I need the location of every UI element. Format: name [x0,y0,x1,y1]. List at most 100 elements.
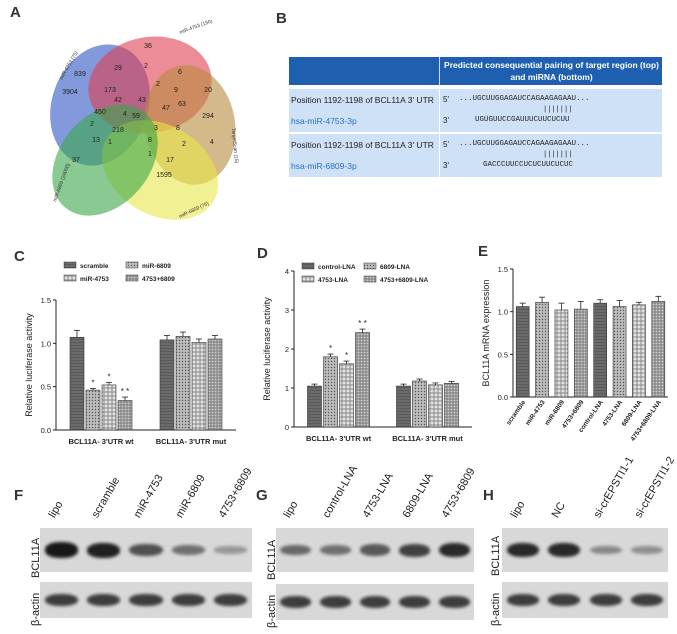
table-row: Position 1192-1198 of BCL11A 3' UTR hsa-… [289,89,662,132]
blot-panel-g: BCL11A β-actin lipo control-LNA 4753-LNA 68… [262,464,478,630]
legend-swatch [301,262,315,270]
venn-num: 2 [144,63,148,70]
bar [207,338,223,431]
bar [651,301,666,398]
protein-band [129,544,163,556]
legend-swatch [301,275,315,283]
lane-label: miR-6809 [173,472,209,520]
significance-mark: * [91,378,94,387]
y-tick-label: 1 [285,384,289,393]
bar [632,304,646,398]
protein-band [631,546,664,554]
actin-band [548,594,581,606]
bar [412,380,427,428]
bar [323,356,338,428]
target-sequence: ...UGCUUGGAGAUCCAGAAGAGAAU... [459,95,590,103]
venn-num: 17 [166,157,174,164]
actin-band [438,596,470,608]
venn-num: 3904 [62,89,78,96]
position-text: Position 1192-1198 of BCL11A 3' UTR [291,140,434,150]
venn-num: 294 [202,113,214,120]
panel-letter-c: C [14,248,25,265]
bar [69,336,85,431]
lane-label: lipo [46,499,66,520]
panel-letter-e: E [478,243,489,260]
protein-band [399,543,431,557]
venn-num: 4 [210,139,214,146]
blot-panel-f: BCL11A β-actin lipo scramble miR-4753 miR-6… [26,466,258,630]
venn-num: 4 [123,111,127,118]
venn-num: 1 [108,139,112,146]
blot-target-label: BCL11A [490,535,502,576]
venn-num: 13 [92,137,100,144]
prime-5: 5' [443,140,449,149]
pairing-bars: ||||||| [543,106,573,114]
y-tick-label: 3 [285,306,289,315]
y-tick-label: 1.5 [498,265,508,274]
legend-swatch [63,261,77,269]
significance-mark: * * [358,319,366,328]
group-label: BCL11A- 3'UTR mut [156,437,227,446]
bar [101,384,117,431]
protein-band [44,542,78,558]
legend-label: miR-6809 [142,263,171,270]
legend-label: miR-4753 [80,276,109,283]
bar [515,306,530,398]
bar [175,336,191,431]
bar [554,309,569,398]
bar [593,302,607,398]
legend-label: 6809-LNA [380,264,410,271]
venn-num: 173 [104,87,116,94]
venn-set-label-3: TargetScan (15) [230,128,239,164]
chart-d: control-LNA 6809-LNA 4753-LNA 4753+6809-LNA… [262,262,472,443]
mirna-name: hsa-miR-6809-3p [291,161,357,171]
mirna-name: hsa-miR-4753-3p [291,116,357,126]
y-tick-label: 0.0 [498,393,508,402]
lane-label: 4753+6809 [439,466,478,520]
y-tick-label: 0.5 [41,383,51,392]
venn-num: 8 [148,137,152,144]
bar [191,342,207,431]
venn-num: 839 [74,71,86,78]
venn-set-label-2: miR-4753 (150) [179,20,214,36]
pairing-bars: ||||||| [543,151,573,159]
target-sequence: ...UGCUUGGAGAUCCAGAAGAGAAU... [459,140,590,148]
protein-band [359,544,391,556]
lane-label: 6809-LNA [400,471,436,520]
mirna-sequence: GACCCUUCCUCUCUUCUCUC [483,161,574,169]
legend-label: control-LNA [318,264,356,271]
y-tick-label: 4 [285,267,289,276]
venn-num: 36 [144,43,152,50]
venn-num: 43 [138,97,146,104]
table-row: Position 1192-1198 of BCL11A 3' UTR hsa-… [289,134,662,177]
bar [307,385,322,428]
lane-label: lipo [281,499,301,520]
lane-label: lipo [508,499,528,520]
actin-band [171,594,205,606]
y-axis-label: Relative luciferase activity [262,297,272,401]
actin-band [359,596,391,608]
legend-label: 4753-LNA [318,277,348,284]
blot-bands: lipo control-LNA 4753-LNA 6809-LNA 4753+6809 [276,464,478,630]
table-header-text: Predicted consequential pairing of targe… [444,60,659,82]
venn-num: 2 [90,121,94,128]
venn-num: 29 [114,65,122,72]
protein-band [319,545,351,555]
prime-3: 3' [443,161,449,170]
lane-label: scramble [89,475,122,520]
venn-num: 42 [114,97,122,104]
legend-swatch [63,274,77,282]
panel-letter-d: D [257,245,268,262]
actin-band [44,594,78,606]
blot-panel-h: BCL11A β-actin lipo NC si-crEPSTI1-1 si-crE… [486,455,677,630]
mirna-sequence: UGUGUUCCGAUUUCUUCUCUU [475,116,570,124]
bar [428,384,443,428]
protein-band [589,545,622,555]
blot-bands: lipo NC si-crEPSTI1-1 si-crEPSTI1-2 [502,455,677,630]
venn-num: 2 [182,141,186,148]
legend-swatch [363,262,377,270]
table-header: Predicted consequential pairing of targe… [289,57,662,85]
legend-label: 4753+6809-LNA [380,277,429,284]
panel-letter-a: A [10,4,21,21]
